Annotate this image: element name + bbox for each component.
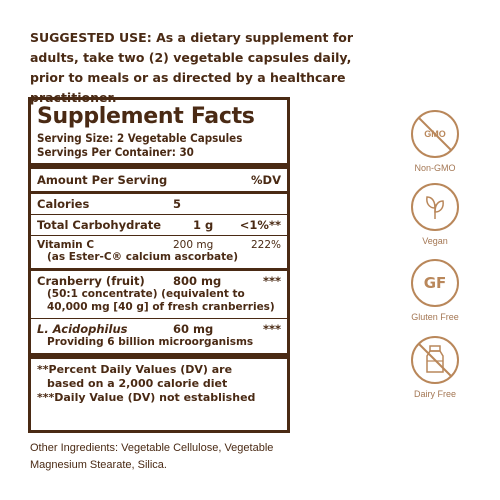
cranberry-amount: 800 mg	[173, 274, 222, 288]
acidophilus-detail: Providing 6 billion microorganisms	[47, 336, 254, 348]
cranberry-detail-2: 40,000 mg [40 g] of fresh cranberries)	[47, 301, 275, 313]
suggested-use: SUGGESTED USE: As a dietary supplement f…	[30, 28, 375, 108]
cranberry-block: Cranberry (fruit) 800 mg *** (50:1 conce…	[37, 271, 281, 318]
amount-header: Amount Per Serving	[37, 173, 168, 187]
vitamin-c-row: Vitamin C 200 mg 222%	[37, 239, 281, 251]
vitamin-c-source: (as Ester-C® calcium ascorbate)	[47, 251, 239, 263]
badge-vegan-label: Vegan	[422, 236, 448, 246]
footnotes: **Percent Daily Values (DV) are based on…	[37, 359, 281, 405]
amount-header-row: Amount Per Serving %DV	[37, 169, 281, 191]
cranberry-row: Cranberry (fruit) 800 mg ***	[37, 274, 281, 288]
serving-size: Serving Size: 2 Vegetable Capsules	[37, 131, 243, 145]
divider	[31, 268, 287, 271]
divider	[31, 353, 287, 359]
carbs-row: Total Carbohydrate 1 g <1%**	[37, 215, 281, 235]
carbs-dv: <1%**	[239, 218, 281, 232]
badge-gluten-free-label: Gluten Free	[411, 312, 459, 322]
cranberry-dv: ***	[262, 274, 281, 288]
vitamin-c-amount: 200 mg	[173, 239, 214, 251]
badge-gluten-free: GF Gluten Free	[405, 259, 465, 322]
leaf-icon	[411, 183, 459, 231]
acidophilus-block: L. Acidophilus 60 mg *** Providing 6 bil…	[37, 319, 281, 353]
dv-header: %DV	[251, 173, 281, 187]
badge-dairy-free-label: Dairy Free	[413, 389, 456, 399]
vitamin-c-dv: 222%	[250, 239, 281, 251]
vitamin-c-name: Vitamin C	[37, 239, 95, 251]
calories-name: Calories	[37, 197, 90, 211]
carbs-amount: 1 g	[193, 218, 214, 232]
acidophilus-name: L. Acidophilus	[37, 322, 128, 336]
supplement-facts-panel: Supplement Facts Serving Size: 2 Vegetab…	[28, 97, 290, 433]
acidophilus-dv: ***	[262, 322, 281, 336]
gf-icon-text: GF	[423, 274, 447, 292]
calories-amount: 5	[173, 197, 182, 211]
calories-row: Calories 5	[37, 194, 281, 214]
divider	[31, 163, 287, 169]
divider	[31, 214, 287, 215]
footnote-not-established: ***Daily Value (DV) not established	[37, 391, 256, 404]
divider	[31, 191, 287, 194]
servings-per-container: Servings Per Container: 30	[37, 145, 194, 159]
vitamin-c-block: Vitamin C 200 mg 222% (as Ester-C® calci…	[37, 236, 281, 268]
cranberry-detail-1: (50:1 concentrate) (equivalent to	[47, 288, 245, 300]
badge-non-gmo: GMO Non-GMO	[405, 110, 465, 173]
other-ingredients: Other Ingredients: Vegetable Cellulose, …	[30, 442, 274, 471]
footnote-dv-a: **Percent Daily Values (DV) are	[37, 363, 233, 376]
badge-vegan: Vegan	[405, 183, 465, 246]
carbs-name: Total Carbohydrate	[37, 218, 162, 232]
suggested-use-heading: SUGGESTED USE:	[30, 30, 152, 45]
badge-non-gmo-label: Non-GMO	[414, 163, 456, 173]
acidophilus-row: L. Acidophilus 60 mg ***	[37, 322, 281, 336]
divider	[31, 235, 287, 236]
footnote-dv-b: based on a 2,000 calorie diet	[47, 377, 228, 390]
facts-title: Supplement Facts	[37, 104, 255, 129]
gmo-icon: GMO	[411, 110, 459, 158]
milk-bottle-icon	[411, 336, 459, 384]
divider	[31, 318, 287, 319]
badge-dairy-free: Dairy Free	[405, 336, 465, 399]
acidophilus-amount: 60 mg	[173, 322, 214, 336]
gf-icon: GF	[411, 259, 459, 307]
cranberry-name: Cranberry (fruit)	[37, 274, 145, 288]
